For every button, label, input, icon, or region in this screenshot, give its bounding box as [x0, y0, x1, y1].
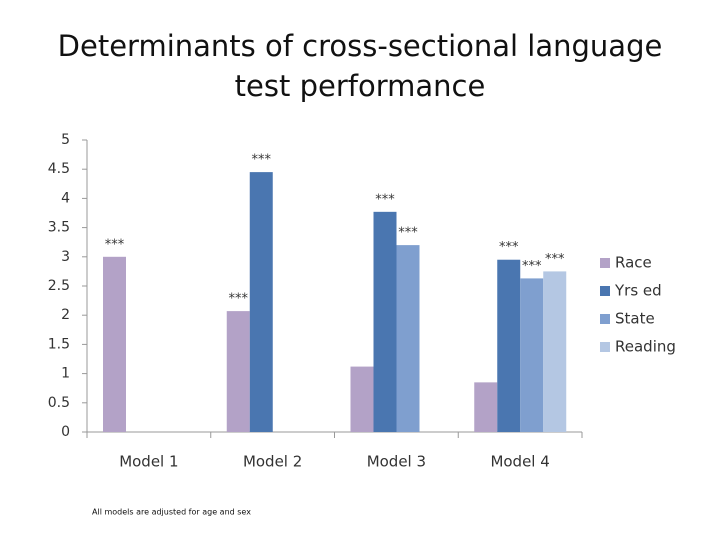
bar	[396, 245, 420, 432]
significance-label: ***	[398, 226, 418, 241]
legend-label: Yrs ed	[614, 282, 662, 300]
significance-label: ***	[252, 153, 272, 168]
y-tick-label: 5	[61, 132, 70, 148]
y-tick-label: 2.5	[48, 278, 70, 294]
y-tick-label: 1.5	[48, 336, 70, 352]
bar	[226, 311, 250, 432]
bar	[543, 271, 567, 432]
y-tick-label: 0.5	[48, 395, 70, 411]
bar	[350, 366, 374, 432]
bar	[474, 382, 498, 432]
y-tick-label: 4.5	[48, 161, 70, 177]
bar	[520, 278, 544, 432]
chart-title: Determinants of cross-sectional language…	[57, 29, 663, 103]
significance-label: ***	[499, 240, 519, 255]
y-tick-label: 3.5	[48, 220, 70, 236]
y-tick-label: 1	[61, 366, 70, 382]
legend-swatch	[600, 342, 610, 352]
bar	[373, 211, 397, 432]
x-tick-label: Model 1	[119, 453, 178, 471]
legend-label: Race	[615, 254, 652, 272]
x-tick-label: Model 2	[243, 453, 302, 471]
bar	[497, 259, 521, 432]
bar	[103, 256, 126, 432]
legend-swatch	[600, 258, 610, 268]
legend-swatch	[600, 286, 610, 296]
significance-label: ***	[375, 192, 395, 207]
y-tick-label: 0	[61, 424, 70, 440]
significance-label: ***	[229, 292, 249, 307]
x-tick-label: Model 4	[490, 453, 549, 471]
y-tick-label: 4	[61, 190, 70, 206]
y-tick-label: 3	[61, 249, 70, 265]
significance-label: ***	[545, 252, 565, 267]
significance-label: ***	[105, 237, 125, 252]
x-tick-label: Model 3	[367, 453, 426, 471]
legend-label: State	[615, 310, 655, 328]
bar	[249, 172, 273, 432]
legend-swatch	[600, 314, 610, 324]
y-tick-label: 2	[61, 307, 70, 323]
footnote: All models are adjusted for age and sex	[92, 508, 251, 517]
significance-label: ***	[522, 259, 542, 274]
legend-label: Reading	[615, 338, 676, 356]
